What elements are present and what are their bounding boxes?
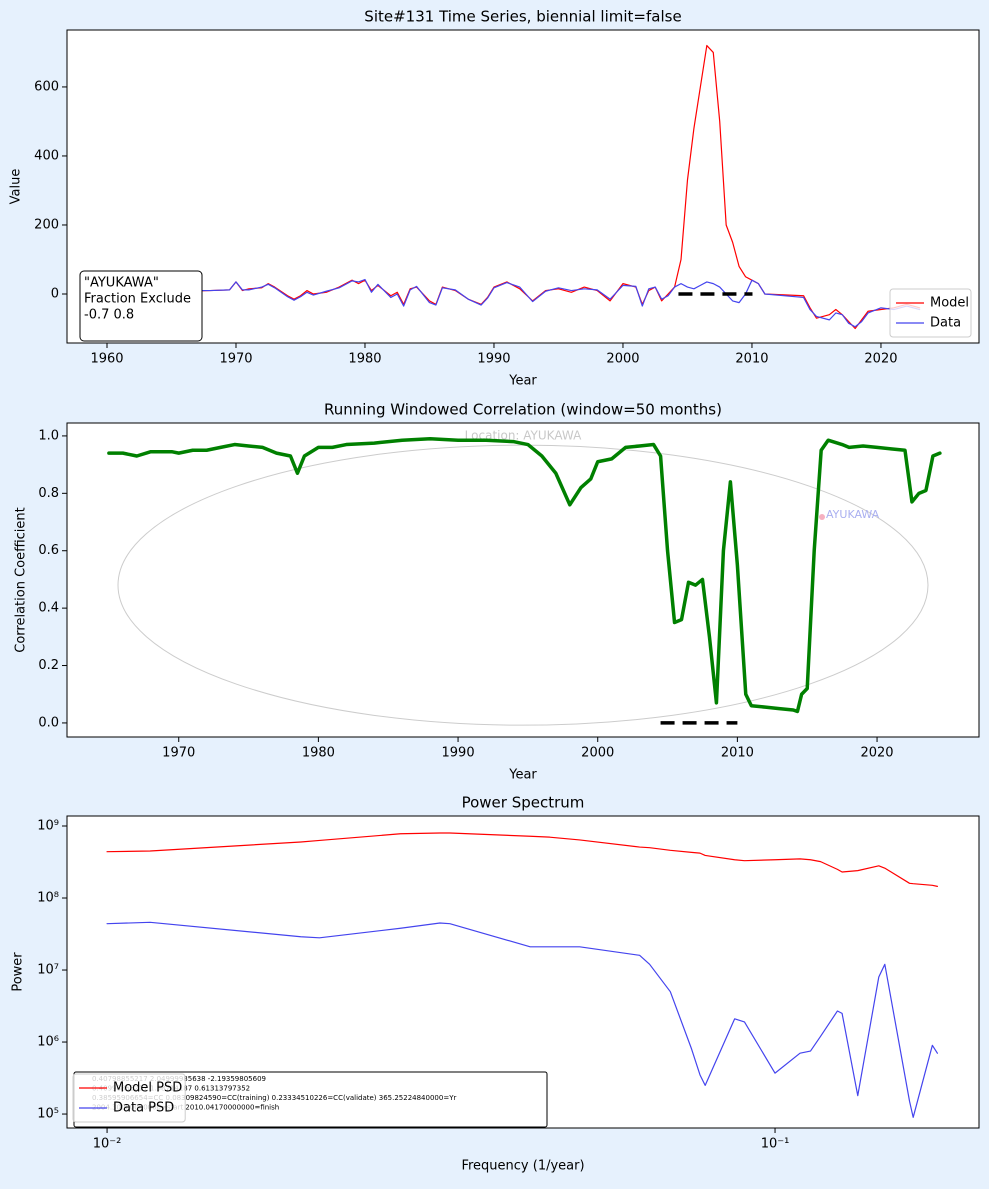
chart-title: Running Windowed Correlation (window=50 … — [324, 401, 722, 419]
x-tick-label: 2000 — [606, 352, 639, 367]
x-tick-label: 10⁻² — [93, 1137, 122, 1152]
series-line — [107, 437, 942, 714]
axes-frame — [66, 815, 980, 1129]
y-tick-label: 1.0 — [38, 428, 59, 443]
y-tick-label: 10⁸ — [37, 891, 59, 906]
y-tick-label: 10⁹ — [37, 819, 59, 834]
annotation-box — [79, 270, 203, 342]
x-tick-label: 2020 — [864, 352, 897, 367]
series-line — [106, 921, 938, 1118]
y-tick-label: 0.4 — [38, 601, 59, 616]
chart-title: Site#131 Time Series, biennial limit=fal… — [364, 8, 681, 26]
legend-label: Model PSD — [113, 1081, 182, 1096]
axes-background — [67, 423, 979, 737]
y-tick-label: 600 — [34, 79, 59, 94]
legend-label: Model — [930, 296, 969, 311]
y-tick-label: 0.6 — [38, 543, 59, 558]
annotation-text: Fraction Exclude — [84, 292, 191, 307]
axes-frame — [66, 422, 980, 738]
y-tick-label: 0.0 — [38, 715, 59, 730]
y-tick-label: 10⁵ — [37, 1107, 59, 1122]
y-tick-label: 10⁶ — [37, 1035, 59, 1050]
y-tick-label: 200 — [34, 217, 59, 232]
x-tick-label: 1970 — [162, 746, 195, 761]
legend-label: Data — [930, 316, 961, 331]
y-axis-label: Correlation Coefficient — [14, 507, 29, 653]
series-line — [157, 44, 921, 330]
x-tick-label: 2000 — [581, 746, 614, 761]
legend-label: Data PSD — [113, 1101, 174, 1116]
x-axis-label: Frequency (1/year) — [461, 1159, 584, 1174]
x-tick-label: 2010 — [735, 352, 768, 367]
x-tick-label: 1960 — [90, 352, 123, 367]
x-tick-label: 2020 — [860, 746, 893, 761]
x-tick-label: 1980 — [302, 746, 335, 761]
x-tick-label: 2010 — [721, 746, 754, 761]
legend-box — [72, 1073, 186, 1123]
info-text: 0.38595906654=CC 0.08309824590=CC(traini… — [92, 1094, 456, 1102]
axes-frame — [66, 29, 980, 344]
series-line — [106, 832, 938, 887]
annotation-text: -0.7 0.8 — [84, 308, 134, 323]
x-axis-label: Year — [508, 768, 537, 783]
y-tick-label: 0.8 — [38, 486, 59, 501]
annotation-text: "AYUKAWA" — [84, 276, 159, 291]
x-tick-label: 1980 — [348, 352, 381, 367]
y-tick-label: 10⁷ — [37, 963, 59, 978]
x-tick-label: 1970 — [219, 352, 252, 367]
y-tick-label: 400 — [34, 148, 59, 163]
y-tick-label: 0 — [51, 286, 59, 301]
series-line — [157, 278, 921, 328]
axes-background — [67, 30, 979, 343]
x-tick-label: 1990 — [477, 352, 510, 367]
x-tick-label: 1990 — [442, 746, 475, 761]
map-site-marker — [819, 514, 825, 520]
map-site-label: AYUKAWA — [826, 508, 880, 521]
y-tick-label: 0.2 — [38, 658, 59, 673]
chart-title: Power Spectrum — [462, 794, 585, 812]
legend-box — [889, 288, 972, 338]
x-axis-label: Year — [508, 374, 537, 389]
y-axis-label: Power — [11, 952, 26, 992]
x-tick-label: 10⁻¹ — [761, 1137, 790, 1152]
y-axis-label: Value — [9, 169, 24, 205]
